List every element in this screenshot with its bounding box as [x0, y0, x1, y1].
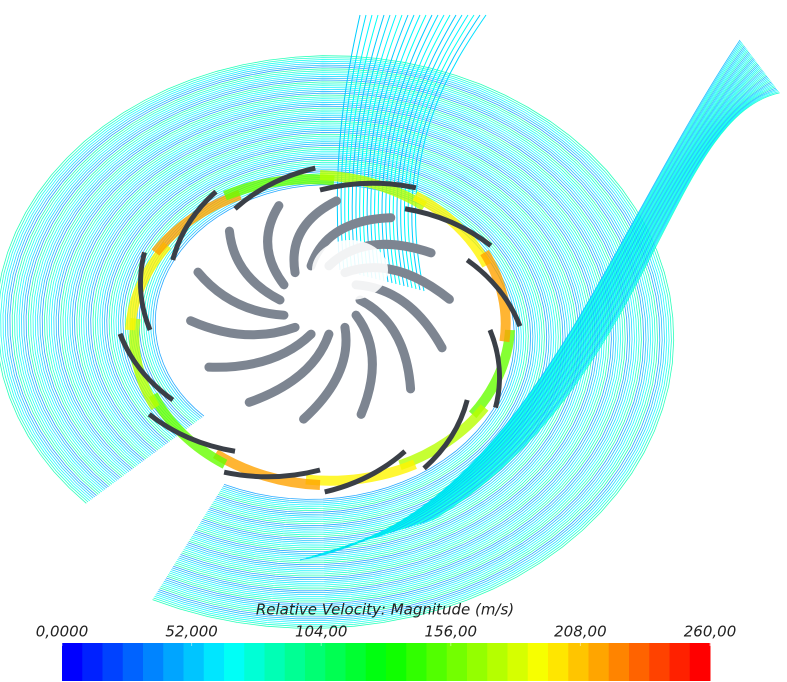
colorbar-segment [265, 643, 286, 681]
colorbar-segment [690, 643, 711, 681]
colorbar-segment [548, 643, 569, 681]
colorbar: 0,0000 52,000 104,00 156,00 208,00 260,00 [36, 623, 737, 682]
impeller-eye [312, 240, 388, 300]
colorbar-segment [62, 643, 83, 681]
diffuser-band [216, 454, 320, 485]
colorbar-segment [204, 643, 225, 681]
colorbar-tick-label: 104,00 [295, 623, 348, 641]
colorbar-segment [82, 643, 103, 681]
colorbar-segment [285, 643, 306, 681]
colorbar-segment [325, 643, 346, 681]
colorbar-segment [143, 643, 164, 681]
colorbar-segment [528, 643, 549, 681]
colorbar-segment [123, 643, 144, 681]
colorbar-tick-label: 260,00 [684, 623, 737, 641]
colorbar-tick-label: 208,00 [554, 623, 607, 641]
colorbar-segment [103, 643, 124, 681]
diffuser-band [473, 330, 510, 415]
colorbar-segment [609, 643, 630, 681]
streamlines [0, 15, 780, 628]
colorbar-segment [487, 643, 508, 681]
colorbar-segment [224, 643, 245, 681]
impeller-blade [209, 334, 311, 367]
impeller-blade [191, 321, 295, 335]
colorbar-segment [427, 643, 448, 681]
colorbar-segment [629, 643, 650, 681]
colorbar-segment [184, 643, 205, 681]
impeller-blade [356, 315, 372, 414]
colorbar-segment [305, 643, 326, 681]
cfd-view: 0,0000 52,000 104,00 156,00 208,00 260,00 Rel… [0, 0, 787, 682]
colorbar-segment [244, 643, 265, 681]
colorbar-tick-label: 52,000 [165, 623, 218, 641]
colorbar-segment [467, 643, 488, 681]
impeller-blade [249, 334, 329, 402]
colorbar-segment [649, 643, 670, 681]
colorbar-tick-label: 156,00 [425, 623, 478, 641]
colorbar-tick-label: 0,0000 [36, 623, 89, 641]
colorbar-segment [346, 643, 367, 681]
colorbar-segment [406, 643, 427, 681]
colorbar-segment [386, 643, 407, 681]
colorbar-segment [163, 643, 184, 681]
colorbar-title: Relative Velocity: Magnitude (m/s) [256, 601, 514, 619]
colorbar-segment [366, 643, 387, 681]
colorbar-segment [508, 643, 529, 681]
colorbar-segment [589, 643, 610, 681]
impeller-blade [268, 206, 284, 285]
colorbar-segment [670, 643, 691, 681]
colorbar-segment [447, 643, 468, 681]
colorbar-segment [568, 643, 589, 681]
